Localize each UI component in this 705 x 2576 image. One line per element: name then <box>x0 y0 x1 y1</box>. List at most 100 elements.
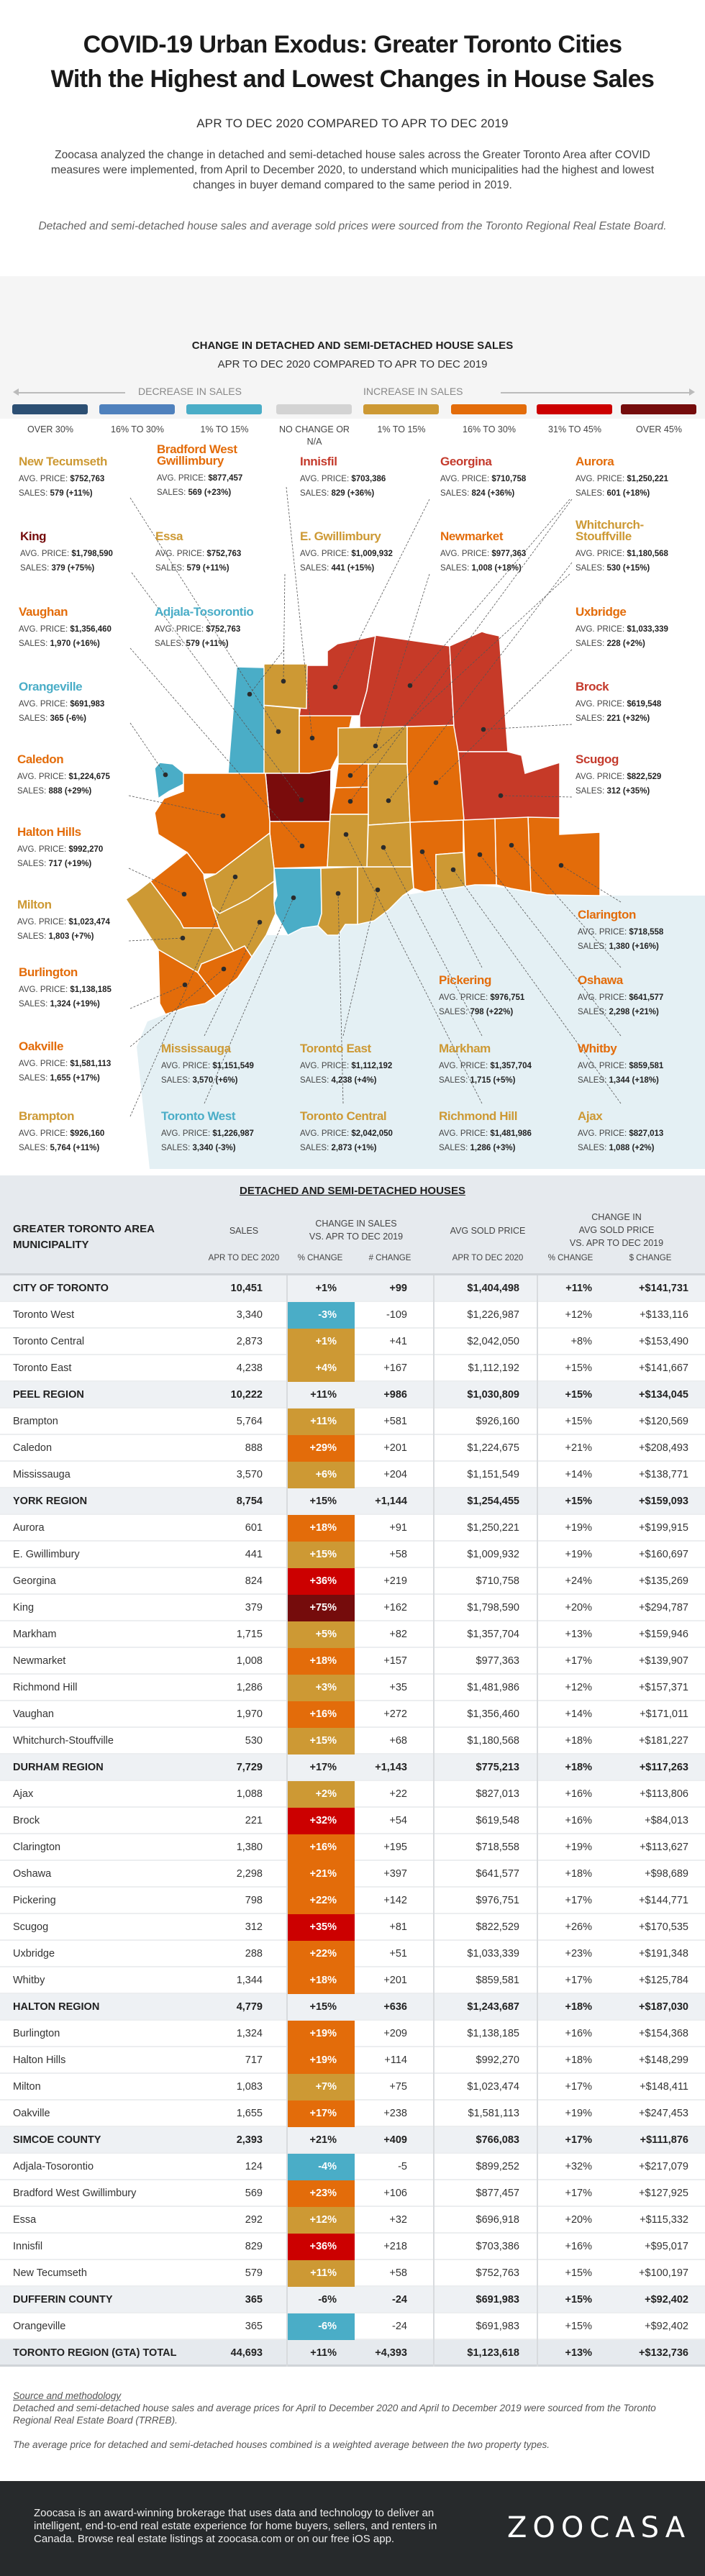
map-region-new-tecumseth <box>260 704 300 774</box>
map-label-name: King <box>20 529 47 543</box>
map-label-name: Georgina <box>440 455 492 468</box>
cell-price: $1,404,498 <box>467 1283 519 1294</box>
avg-price-value: $691,983 <box>70 700 105 709</box>
legend-swatch <box>186 404 262 414</box>
cell-num: +41 <box>389 1336 407 1347</box>
cell-price: $822,529 <box>476 1921 519 1933</box>
leader-line <box>129 497 279 732</box>
map-label-new-tecumseth: New Tecumseth AVG. PRICE: $752,763 SALES: … <box>19 455 155 499</box>
cell-ppct: +17% <box>565 2188 593 2199</box>
cell-num: +32 <box>389 2214 407 2226</box>
cell-sales: 717 <box>245 2054 263 2066</box>
map-label-price: AVG. PRICE: $926,160 <box>19 1129 105 1138</box>
map-label-ajax: Ajax AVG. PRICE: $827,013 SALES: 1,088 (+2… <box>578 1110 705 1153</box>
column-divider <box>286 1275 288 2367</box>
table-row-dufferin-county: DUFFERIN COUNTY 365 -6% -24 $691,983 +15% +$92… <box>0 2287 705 2313</box>
cell-price: $926,160 <box>476 1416 519 1427</box>
table-row-newmarket: Newmarket 1,008 +18% +157 $977,363 +17% +$139,… <box>0 1648 705 1675</box>
legend-swatch <box>276 404 352 414</box>
cell-ppct: +17% <box>565 2081 593 2093</box>
avg-price-value: $992,270 <box>68 845 104 854</box>
map-marker-dot <box>276 729 281 734</box>
leader-line <box>435 649 573 783</box>
cell-pchg: +$157,371 <box>639 1682 688 1693</box>
cell-num: +219 <box>383 1575 407 1587</box>
avg-price-value: $710,758 <box>491 475 527 483</box>
map-marker-dot <box>481 727 486 732</box>
map-label-name: Markham <box>439 1042 491 1055</box>
cell-pct: +17% <box>287 2101 355 2127</box>
map-label-sales: SALES: 4,238 (+4%) <box>300 1076 377 1085</box>
map-label-toronto-central: Toronto Central AVG. PRICE: $2,042,050 SAL… <box>300 1110 437 1153</box>
intro-paragraph: Zoocasa analyzed the change in detached … <box>50 149 655 191</box>
avg-price-value: $718,558 <box>629 928 664 937</box>
legend-label: NO CHANGE OR N/A <box>279 424 350 447</box>
cell-pchg: +$120,569 <box>639 1416 688 1427</box>
cell-num: +91 <box>389 1522 407 1534</box>
map-label-aurora: Aurora AVG. PRICE: $1,250,221 SALES: 601 (… <box>576 455 705 499</box>
col-change-sales-line1: CHANGE IN SALES <box>315 1219 397 1229</box>
cell-ppct: +19% <box>565 1549 593 1560</box>
cell-sales: 530 <box>245 1735 263 1747</box>
column-divider <box>433 1275 435 2367</box>
map-label-name: Milton <box>17 898 52 911</box>
cell-pchg: +$154,368 <box>639 2028 688 2039</box>
cell-name: Bradford West Gwillimbury <box>13 2188 137 2199</box>
map-label-name: Newmarket <box>440 529 504 543</box>
cell-ppct: +17% <box>565 1655 593 1667</box>
cell-ppct: +18% <box>565 2001 593 2013</box>
sub-price-change: $ CHANGE <box>629 1254 672 1262</box>
map-label-sales: SALES: 824 (+36%) <box>440 489 515 498</box>
map-label-price: AVG. PRICE: $822,529 <box>576 773 662 781</box>
map-label-price: AVG. PRICE: $1,357,704 <box>439 1062 532 1070</box>
map-label-scugog: Scugog AVG. PRICE: $822,529 SALES: 312 (+3… <box>576 753 705 796</box>
cell-sales: 569 <box>245 2188 263 2199</box>
col-change-sales-line2: VS. APR TO DEC 2019 <box>309 1232 404 1242</box>
avg-price-value: $752,763 <box>206 550 242 558</box>
map-marker-dot <box>477 852 483 857</box>
legend-swatch <box>451 404 527 414</box>
cell-price: $641,577 <box>476 1868 519 1880</box>
gta-map <box>124 486 705 1169</box>
cell-ppct: +17% <box>565 1895 593 1906</box>
table-row-burlington: Burlington 1,324 +19% +209 $1,138,185 +16% +$1… <box>0 2021 705 2047</box>
sales-value: 1,970 (+16%) <box>50 640 100 648</box>
legend-label: 1% TO 15% <box>377 424 426 434</box>
map-label-price: AVG. PRICE: $1,138,185 <box>19 986 112 994</box>
legend-label: 1% TO 15% <box>200 424 249 434</box>
map-label-price: AVG. PRICE: $1,033,339 <box>576 625 668 634</box>
cell-pct: +19% <box>287 2021 355 2047</box>
cell-ppct: +13% <box>565 2347 593 2359</box>
cell-price: $992,270 <box>476 2054 519 2066</box>
avg-price-value: $1,250,221 <box>627 475 668 483</box>
table-row-new-tecumseth: New Tecumseth 579 +11% +58 $752,763 +15% +$100… <box>0 2260 705 2287</box>
legend-title: CHANGE IN DETACHED AND SEMI-DETACHED HOU… <box>191 340 514 352</box>
cell-ppct: +13% <box>565 1629 593 1640</box>
cell-name: Aurora <box>13 1522 45 1534</box>
map-marker-dot <box>309 735 315 741</box>
map-marker-dot <box>332 684 338 690</box>
map-label-price: AVG. PRICE: $2,042,050 <box>300 1129 393 1138</box>
map-region-vaughan <box>269 821 331 869</box>
cell-name: YORK REGION <box>13 1496 88 1507</box>
left-arrow-icon <box>16 392 125 393</box>
cell-price: $827,013 <box>476 1788 519 1800</box>
cell-pct: +22% <box>287 1941 355 1967</box>
cell-pct: -3% <box>287 1302 355 1329</box>
map-label-sales: SALES: 601 (+18%) <box>576 489 650 498</box>
legend-label: OVER 30% <box>27 424 73 434</box>
cell-price: $1,356,460 <box>467 1708 519 1720</box>
map-marker-dot <box>450 867 456 873</box>
map-label-price: AVG. PRICE: $710,758 <box>440 475 527 483</box>
cell-sales: 1,655 <box>236 2108 263 2119</box>
cell-pchg: +$191,348 <box>639 1948 688 1960</box>
cell-num: +99 <box>389 1283 407 1294</box>
cell-num: +1,143 <box>375 1762 407 1773</box>
source-note: Detached and semi-detached house sales a… <box>38 220 667 232</box>
cell-price: $1,138,185 <box>467 2028 519 2039</box>
map-label-price: AVG. PRICE: $752,763 <box>155 625 241 634</box>
table-row-oshawa: Oshawa 2,298 +21% +397 $641,577 +18% +$98,689 <box>0 1861 705 1888</box>
cell-pchg: +$187,030 <box>639 2001 688 2013</box>
cell-pct: +1% <box>287 1329 355 1355</box>
cell-ppct: +8% <box>570 1336 592 1347</box>
